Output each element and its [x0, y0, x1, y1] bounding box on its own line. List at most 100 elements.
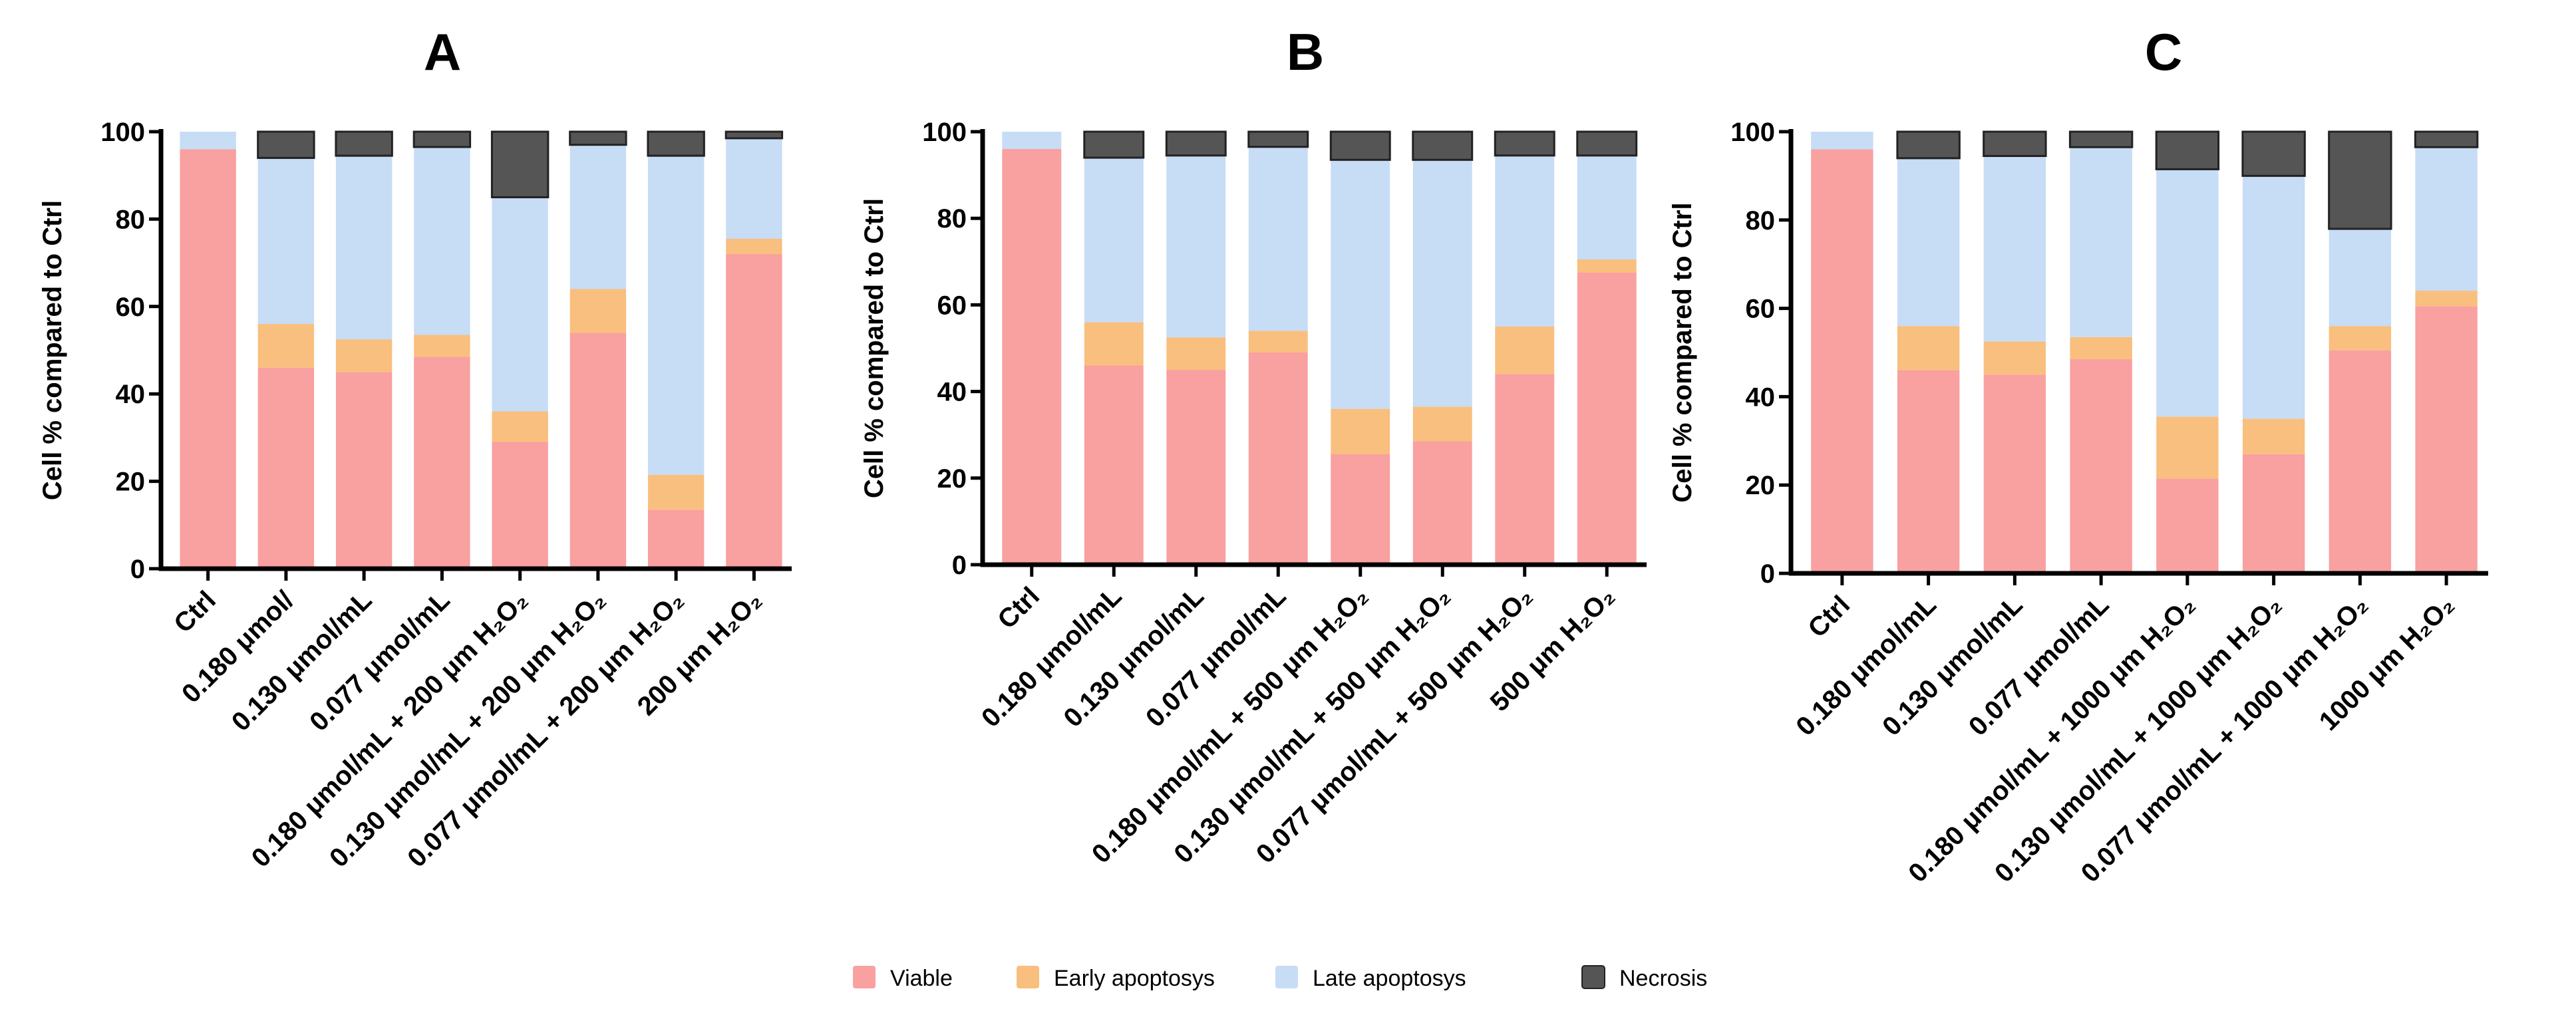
bar-segment-late-apoptosys	[2329, 229, 2392, 327]
bar-segment-late-apoptosys	[1983, 156, 2046, 342]
legend-item-late-apoptosys: Late apoptosys	[1275, 966, 1466, 991]
bar-segment-early-apoptosys	[2070, 337, 2132, 359]
bar-segment-viable	[2070, 359, 2132, 573]
bar-segment-viable	[1897, 370, 1960, 573]
bar-segment-necrosis	[1896, 130, 1961, 160]
bar-segment-necrosis	[2155, 130, 2220, 170]
panel-title: B	[1287, 23, 1324, 81]
bar-segment-late-apoptosys	[414, 146, 470, 335]
bar-segment-late-apoptosys	[2415, 147, 2478, 291]
y-tick-label: 20	[116, 468, 146, 497]
bar-segment-early-apoptosys	[1495, 326, 1555, 374]
y-tick-label: 60	[1746, 295, 1776, 324]
bar-segment-viable	[2156, 478, 2219, 573]
y-tick-label: 80	[116, 205, 146, 234]
bar-segment-necrosis	[647, 130, 705, 157]
bar-segment-necrosis	[2068, 130, 2134, 148]
bar-segment-viable	[414, 357, 470, 569]
bar-segment-late-apoptosys	[1495, 155, 1555, 327]
bar-segment-viable	[1412, 441, 1472, 565]
bar-segment-early-apoptosys	[1412, 406, 1472, 442]
bar-segment-viable	[180, 149, 236, 569]
bar-segment-viable	[1084, 365, 1144, 565]
legend-swatch	[853, 966, 876, 988]
bar-segment-necrosis	[1329, 130, 1391, 161]
bar-segment-viable	[1166, 370, 1226, 565]
bar-segment-viable	[1495, 374, 1555, 565]
bar-segment-viable	[569, 333, 627, 569]
bar-segment-early-apoptosys	[1897, 326, 1960, 370]
y-tick-label: 100	[1730, 118, 1775, 147]
y-tick-label: 80	[937, 204, 967, 233]
y-axis-label: Cell % compared to Ctrl	[1668, 202, 1697, 502]
bar-segment-late-apoptosys	[726, 138, 782, 239]
y-tick-label: 60	[937, 291, 967, 320]
bar-segment-early-apoptosys	[1084, 322, 1144, 366]
bar-segment-early-apoptosys	[569, 289, 627, 333]
bar-segment-late-apoptosys	[1331, 160, 1390, 409]
bar-segment-necrosis	[2241, 130, 2306, 177]
bar-segment-late-apoptosys	[1897, 158, 1960, 327]
bar-segment-late-apoptosys	[1002, 132, 1062, 150]
y-tick-label: 40	[1746, 382, 1776, 412]
x-tick-label: 0.180 μmol/mL	[976, 581, 1128, 733]
bar-segment-early-apoptosys	[2329, 326, 2392, 351]
bar-segment-necrosis	[1247, 130, 1309, 148]
bar-segment-necrosis	[1983, 130, 2047, 158]
bar-segment-viable	[1002, 149, 1062, 565]
bar-segment-necrosis	[412, 130, 472, 148]
y-tick-label: 0	[130, 555, 145, 584]
bar-segment-late-apoptosys	[1811, 132, 1873, 150]
bar-segment-early-apoptosys	[335, 339, 393, 372]
y-axis-label: Cell % compared to Ctrl	[38, 200, 67, 500]
bar-segment-early-apoptosys	[257, 324, 315, 368]
bar-segment-late-apoptosys	[647, 156, 705, 475]
legend-swatch	[1275, 966, 1298, 988]
bar-segment-late-apoptosys	[2156, 169, 2219, 417]
bar-segment-viable	[1577, 272, 1637, 565]
bar-segment-necrosis	[1165, 130, 1227, 157]
bar-segment-early-apoptosys	[726, 238, 782, 254]
y-tick-label: 100	[922, 118, 967, 147]
bar-segment-viable	[257, 367, 315, 569]
legend-item-early-apoptosys: Early apoptosys	[1017, 966, 1215, 991]
legend-label: Late apoptosys	[1313, 966, 1466, 991]
bar-segment-viable	[726, 253, 782, 569]
bar-segment-early-apoptosys	[1166, 337, 1226, 370]
panel-title: A	[424, 23, 461, 81]
bar-segment-necrosis	[1083, 130, 1145, 159]
bar-segment-early-apoptosys	[2156, 416, 2219, 479]
bar-segment-early-apoptosys	[647, 474, 705, 510]
bar-segment-necrosis	[724, 130, 784, 140]
bar-segment-early-apoptosys	[2415, 291, 2478, 307]
bar-segment-viable	[647, 510, 705, 569]
y-tick-label: 20	[1746, 471, 1776, 500]
legend-label: Viable	[890, 966, 953, 991]
bar-segment-necrosis	[1412, 130, 1474, 161]
bar-segment-late-apoptosys	[492, 197, 548, 412]
bar-segment-viable	[1811, 149, 1873, 573]
bar-segment-necrosis	[2414, 130, 2479, 148]
x-tick-label: 0.130 μmol/mL + 200 μm H₂O₂	[324, 585, 611, 873]
bar-segment-necrosis	[1494, 130, 1555, 157]
bar-segment-early-apoptosys	[1983, 341, 2046, 375]
x-tick-label: 0.180 μmol/mL + 200 μm H₂O₂	[246, 585, 534, 873]
x-tick-label: 0.130 μmol/mL	[1058, 581, 1209, 733]
bar-segment-necrosis	[490, 130, 550, 199]
y-tick-label: 0	[1760, 559, 1775, 589]
bar-segment-early-apoptosys	[1331, 408, 1390, 454]
bar-segment-viable	[2329, 350, 2392, 573]
x-tick-label: Ctrl	[992, 581, 1045, 635]
bar-segment-viable	[1248, 353, 1308, 565]
bar-segment-early-apoptosys	[414, 335, 470, 357]
bar-segment-late-apoptosys	[2242, 176, 2305, 419]
x-tick-label: 0.077 μmol/mL + 200 μm H₂O₂	[402, 585, 689, 873]
bar-segment-late-apoptosys	[1577, 155, 1637, 260]
bar-segment-late-apoptosys	[257, 158, 315, 325]
bar-segment-necrosis	[569, 130, 627, 146]
bar-segment-late-apoptosys	[569, 144, 627, 289]
bar-segment-late-apoptosys	[1248, 146, 1308, 331]
